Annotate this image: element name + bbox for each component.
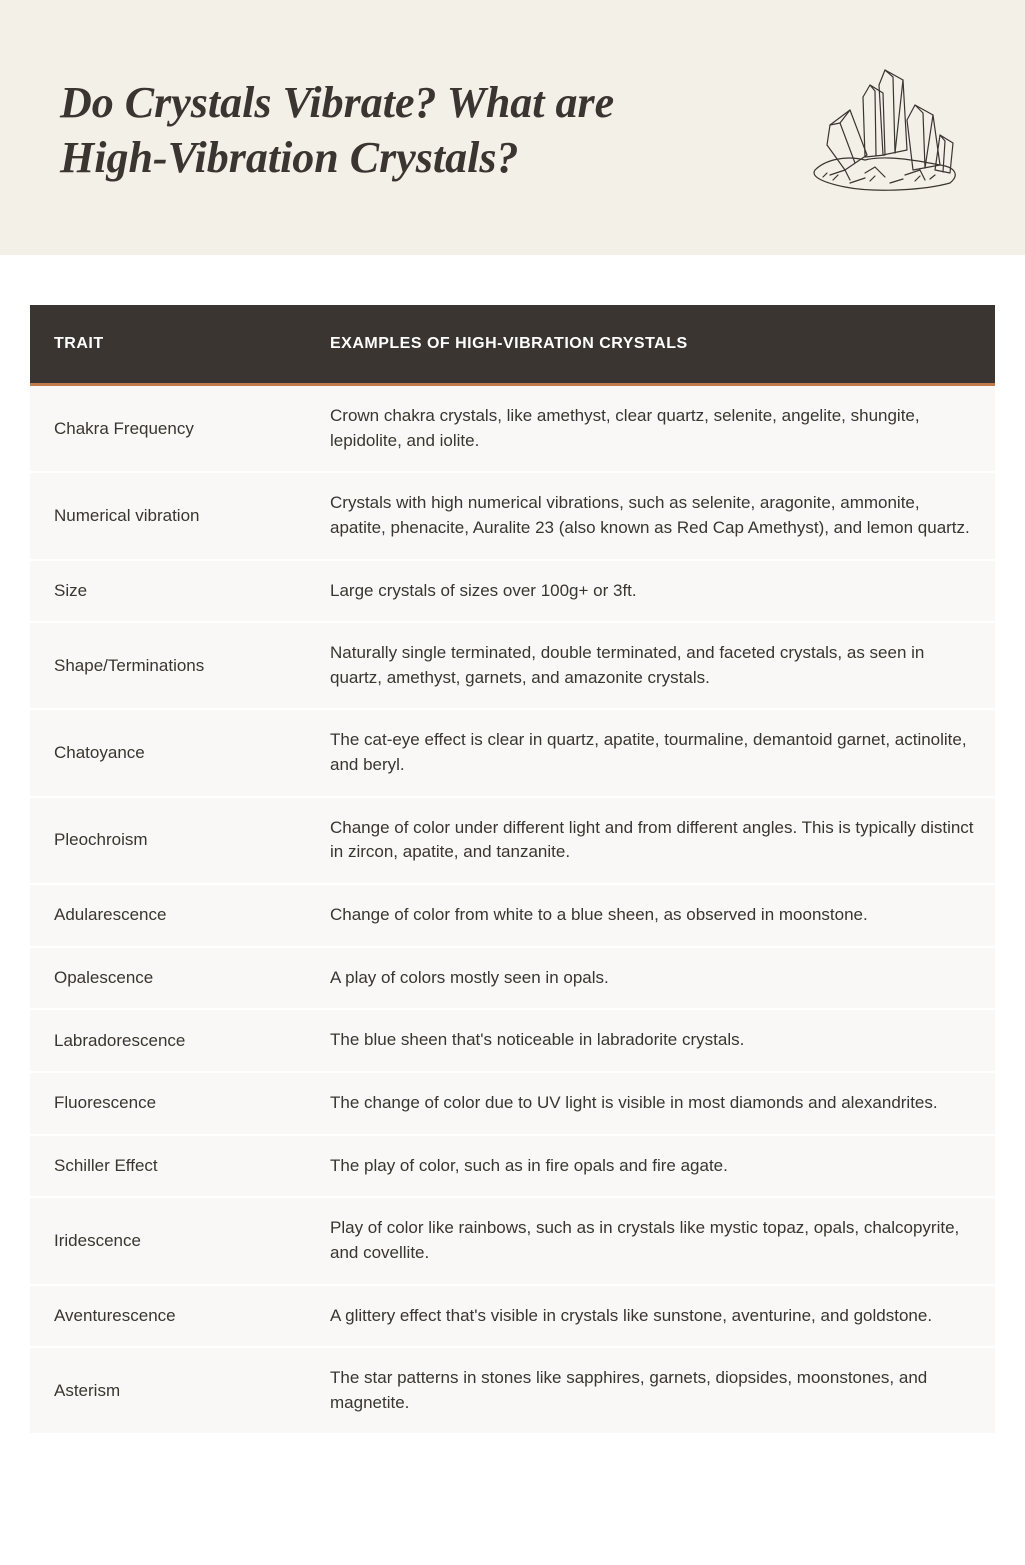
table-row: SizeLarge crystals of sizes over 100g+ o… bbox=[30, 561, 995, 624]
trait-cell: Adularescence bbox=[30, 887, 310, 943]
table-row: Chakra FrequencyCrown chakra crystals, l… bbox=[30, 386, 995, 473]
trait-cell: Fluorescence bbox=[30, 1075, 310, 1131]
table-row: Numerical vibrationCrystals with high nu… bbox=[30, 473, 995, 560]
table-row: PleochroismChange of color under differe… bbox=[30, 798, 995, 885]
examples-cell: Play of color like rainbows, such as in … bbox=[310, 1198, 995, 1283]
examples-cell: Large crystals of sizes over 100g+ or 3f… bbox=[310, 561, 995, 622]
table-row: AsterismThe star patterns in stones like… bbox=[30, 1348, 995, 1435]
table-row: AventurescenceA glittery effect that's v… bbox=[30, 1286, 995, 1349]
table-body: Chakra FrequencyCrown chakra crystals, l… bbox=[30, 386, 995, 1435]
examples-cell: A glittery effect that's visible in crys… bbox=[310, 1286, 995, 1347]
examples-cell: The change of color due to UV light is v… bbox=[310, 1073, 995, 1134]
traits-table: TRAIT EXAMPLES OF HIGH-VIBRATION CRYSTAL… bbox=[0, 255, 1025, 1475]
examples-cell: The play of color, such as in fire opals… bbox=[310, 1136, 995, 1197]
trait-cell: Shape/Terminations bbox=[30, 638, 310, 694]
table-row: AdularescenceChange of color from white … bbox=[30, 885, 995, 948]
trait-cell: Asterism bbox=[30, 1363, 310, 1419]
trait-cell: Opalescence bbox=[30, 950, 310, 1006]
trait-cell: Iridescence bbox=[30, 1213, 310, 1269]
table-row: OpalescenceA play of colors mostly seen … bbox=[30, 948, 995, 1011]
examples-cell: Naturally single terminated, double term… bbox=[310, 623, 995, 708]
trait-cell: Pleochroism bbox=[30, 812, 310, 868]
examples-cell: Crystals with high numerical vibrations,… bbox=[310, 473, 995, 558]
examples-cell: Crown chakra crystals, like amethyst, cl… bbox=[310, 386, 995, 471]
page-title: Do Crystals Vibrate? What are High-Vibra… bbox=[60, 75, 700, 185]
crystal-cluster-icon bbox=[775, 55, 975, 205]
examples-cell: The cat-eye effect is clear in quartz, a… bbox=[310, 710, 995, 795]
examples-cell: The blue sheen that's noticeable in labr… bbox=[310, 1010, 995, 1071]
trait-cell: Size bbox=[30, 563, 310, 619]
table-row: FluorescenceThe change of color due to U… bbox=[30, 1073, 995, 1136]
column-header-examples: EXAMPLES OF HIGH-VIBRATION CRYSTALS bbox=[310, 305, 995, 383]
trait-cell: Schiller Effect bbox=[30, 1138, 310, 1194]
table-row: LabradorescenceThe blue sheen that's not… bbox=[30, 1010, 995, 1073]
table-row: Schiller EffectThe play of color, such a… bbox=[30, 1136, 995, 1199]
examples-cell: Change of color under different light an… bbox=[310, 798, 995, 883]
examples-cell: The star patterns in stones like sapphir… bbox=[310, 1348, 995, 1433]
table-header-row: TRAIT EXAMPLES OF HIGH-VIBRATION CRYSTAL… bbox=[30, 305, 995, 386]
header-banner: Do Crystals Vibrate? What are High-Vibra… bbox=[0, 0, 1025, 255]
table-row: ChatoyanceThe cat-eye effect is clear in… bbox=[30, 710, 995, 797]
examples-cell: Change of color from white to a blue she… bbox=[310, 885, 995, 946]
column-header-trait: TRAIT bbox=[30, 305, 310, 383]
trait-cell: Chakra Frequency bbox=[30, 401, 310, 457]
examples-cell: A play of colors mostly seen in opals. bbox=[310, 948, 995, 1009]
table-row: IridescencePlay of color like rainbows, … bbox=[30, 1198, 995, 1285]
trait-cell: Aventurescence bbox=[30, 1288, 310, 1344]
trait-cell: Labradorescence bbox=[30, 1013, 310, 1069]
table-row: Shape/TerminationsNaturally single termi… bbox=[30, 623, 995, 710]
trait-cell: Numerical vibration bbox=[30, 488, 310, 544]
trait-cell: Chatoyance bbox=[30, 725, 310, 781]
